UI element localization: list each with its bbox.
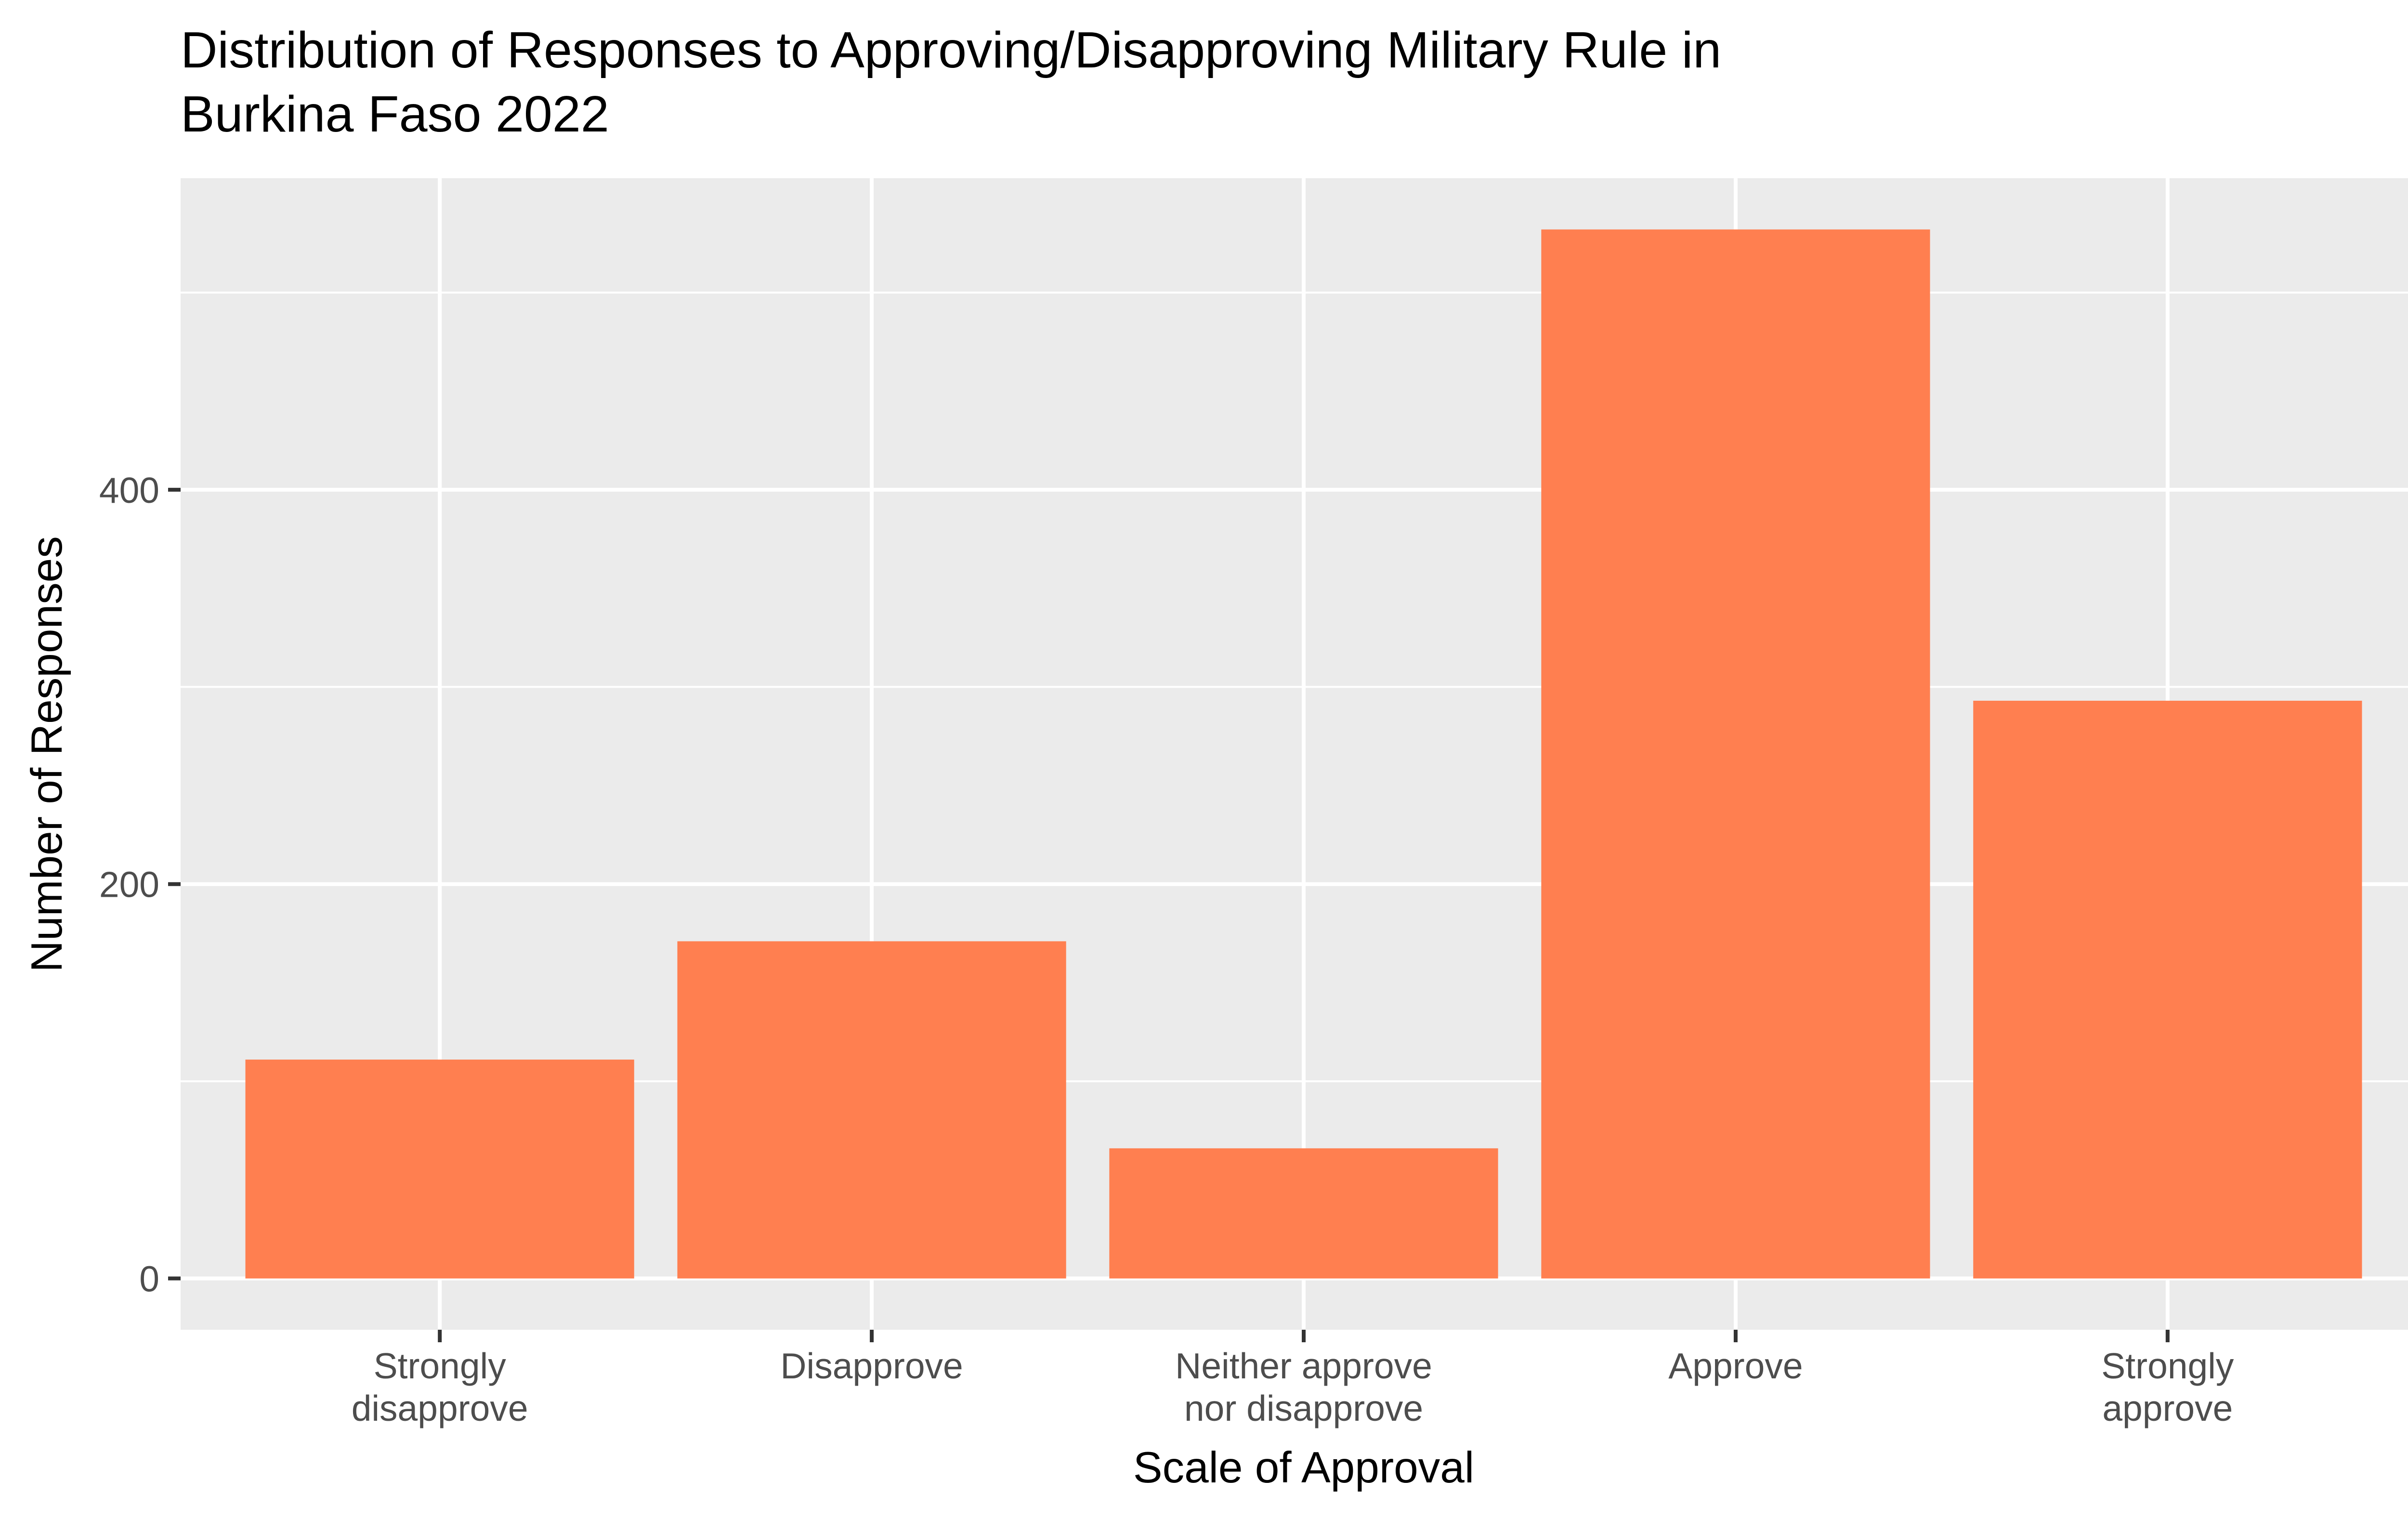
- x-tick-label: Strongly approve: [2101, 1346, 2234, 1428]
- y-tick-label: 200: [99, 864, 159, 905]
- y-axis-title: Number of Responses: [23, 536, 71, 972]
- chart-title-line-1: Distribution of Responses to Approving/D…: [181, 22, 1721, 79]
- bar: [1541, 229, 1930, 1279]
- x-tick-label: Neither approve nor disapprove: [1175, 1346, 1432, 1428]
- y-tick-label: 400: [99, 470, 159, 511]
- bar: [245, 1060, 634, 1279]
- x-axis: Strongly disapprove Disapprove Neither appr…: [352, 1330, 2234, 1428]
- x-tick-label: Disapprove: [780, 1346, 963, 1386]
- bars: [245, 229, 2362, 1279]
- bar: [1109, 1148, 1498, 1279]
- bar: [677, 941, 1066, 1279]
- x-tick-label: Strongly disapprove: [352, 1346, 528, 1428]
- bar: [1973, 700, 2362, 1279]
- y-axis: 0 200 400: [99, 470, 181, 1299]
- x-axis-title: Scale of Approval: [1133, 1443, 1474, 1492]
- x-tick-label: Approve: [1668, 1346, 1803, 1386]
- y-tick-label: 0: [139, 1259, 159, 1299]
- chart-title-line-2: Burkina Faso 2022: [181, 86, 609, 143]
